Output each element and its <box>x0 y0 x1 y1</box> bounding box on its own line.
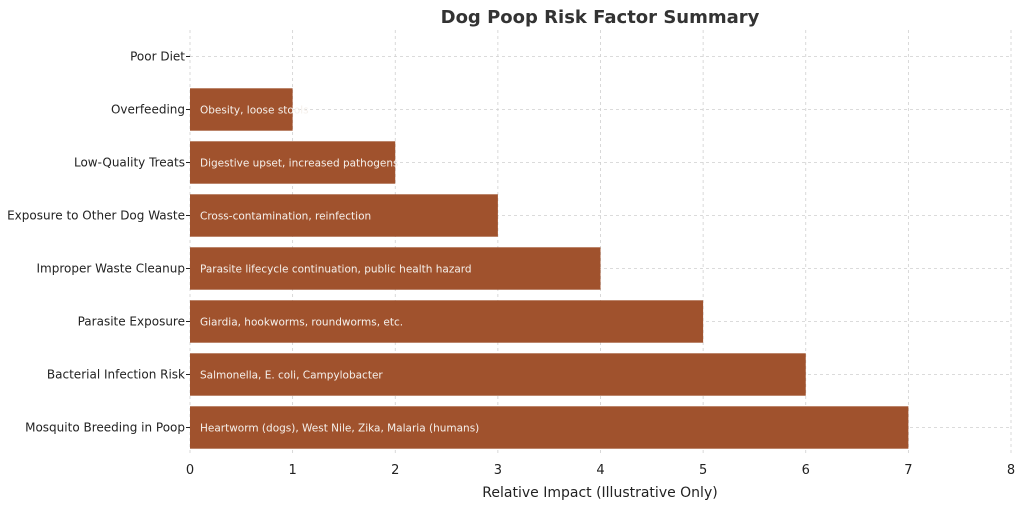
category-label: Overfeeding <box>111 103 185 117</box>
x-tick-label: 7 <box>904 463 912 478</box>
bar <box>190 300 704 343</box>
category-label: Improper Waste Cleanup <box>37 262 186 276</box>
category-label: Parasite Exposure <box>78 315 185 329</box>
bar-annotation: Digestive upset, increased pathogens <box>200 158 399 170</box>
x-tick-label: 8 <box>1007 463 1015 478</box>
bar-annotation: Obesity, loose stools <box>200 105 309 117</box>
bar-annotation: Giardia, hookworms, roundworms, etc. <box>200 317 403 329</box>
category-label: Bacterial Infection Risk <box>47 368 185 382</box>
x-tick-label: 5 <box>699 463 707 478</box>
x-tick-label: 4 <box>596 463 604 478</box>
category-label: Exposure to Other Dog Waste <box>7 209 185 223</box>
bars-layer <box>190 88 909 449</box>
x-tick-label: 0 <box>186 463 194 478</box>
bar-annotation: Parasite lifecycle continuation, public … <box>200 264 472 276</box>
bar <box>190 406 909 449</box>
category-label: Poor Diet <box>130 50 185 64</box>
grid-layer <box>189 30 1012 454</box>
chart-title: Dog Poop Risk Factor Summary <box>441 7 760 28</box>
x-axis-label: Relative Impact (Illustrative Only) <box>482 485 717 501</box>
bar-annotation: Cross-contamination, reinfection <box>200 211 371 223</box>
bar <box>190 353 806 396</box>
x-tick-label: 1 <box>288 463 296 478</box>
x-tick-label: 3 <box>494 463 502 478</box>
value-axis: 0 1 2 3 4 5 6 7 8 <box>186 463 1015 478</box>
bar <box>190 247 601 290</box>
x-tick-label: 6 <box>802 463 810 478</box>
category-label: Mosquito Breeding in Poop <box>25 421 185 435</box>
bar-annotation: Salmonella, E. coli, Campylobacter <box>200 370 383 382</box>
category-axis: Poor Diet Overfeeding Low-Quality Treats Ex… <box>7 50 190 435</box>
category-label: Low-Quality Treats <box>74 156 185 170</box>
x-tick-label: 2 <box>391 463 399 478</box>
bar-annotation: Heartworm (dogs), West Nile, Zika, Malar… <box>200 423 479 435</box>
bar-annotations: Obesity, loose stools Digestive upset, in… <box>200 105 479 435</box>
bar <box>190 88 293 131</box>
bar <box>190 194 498 237</box>
bar <box>190 141 396 184</box>
